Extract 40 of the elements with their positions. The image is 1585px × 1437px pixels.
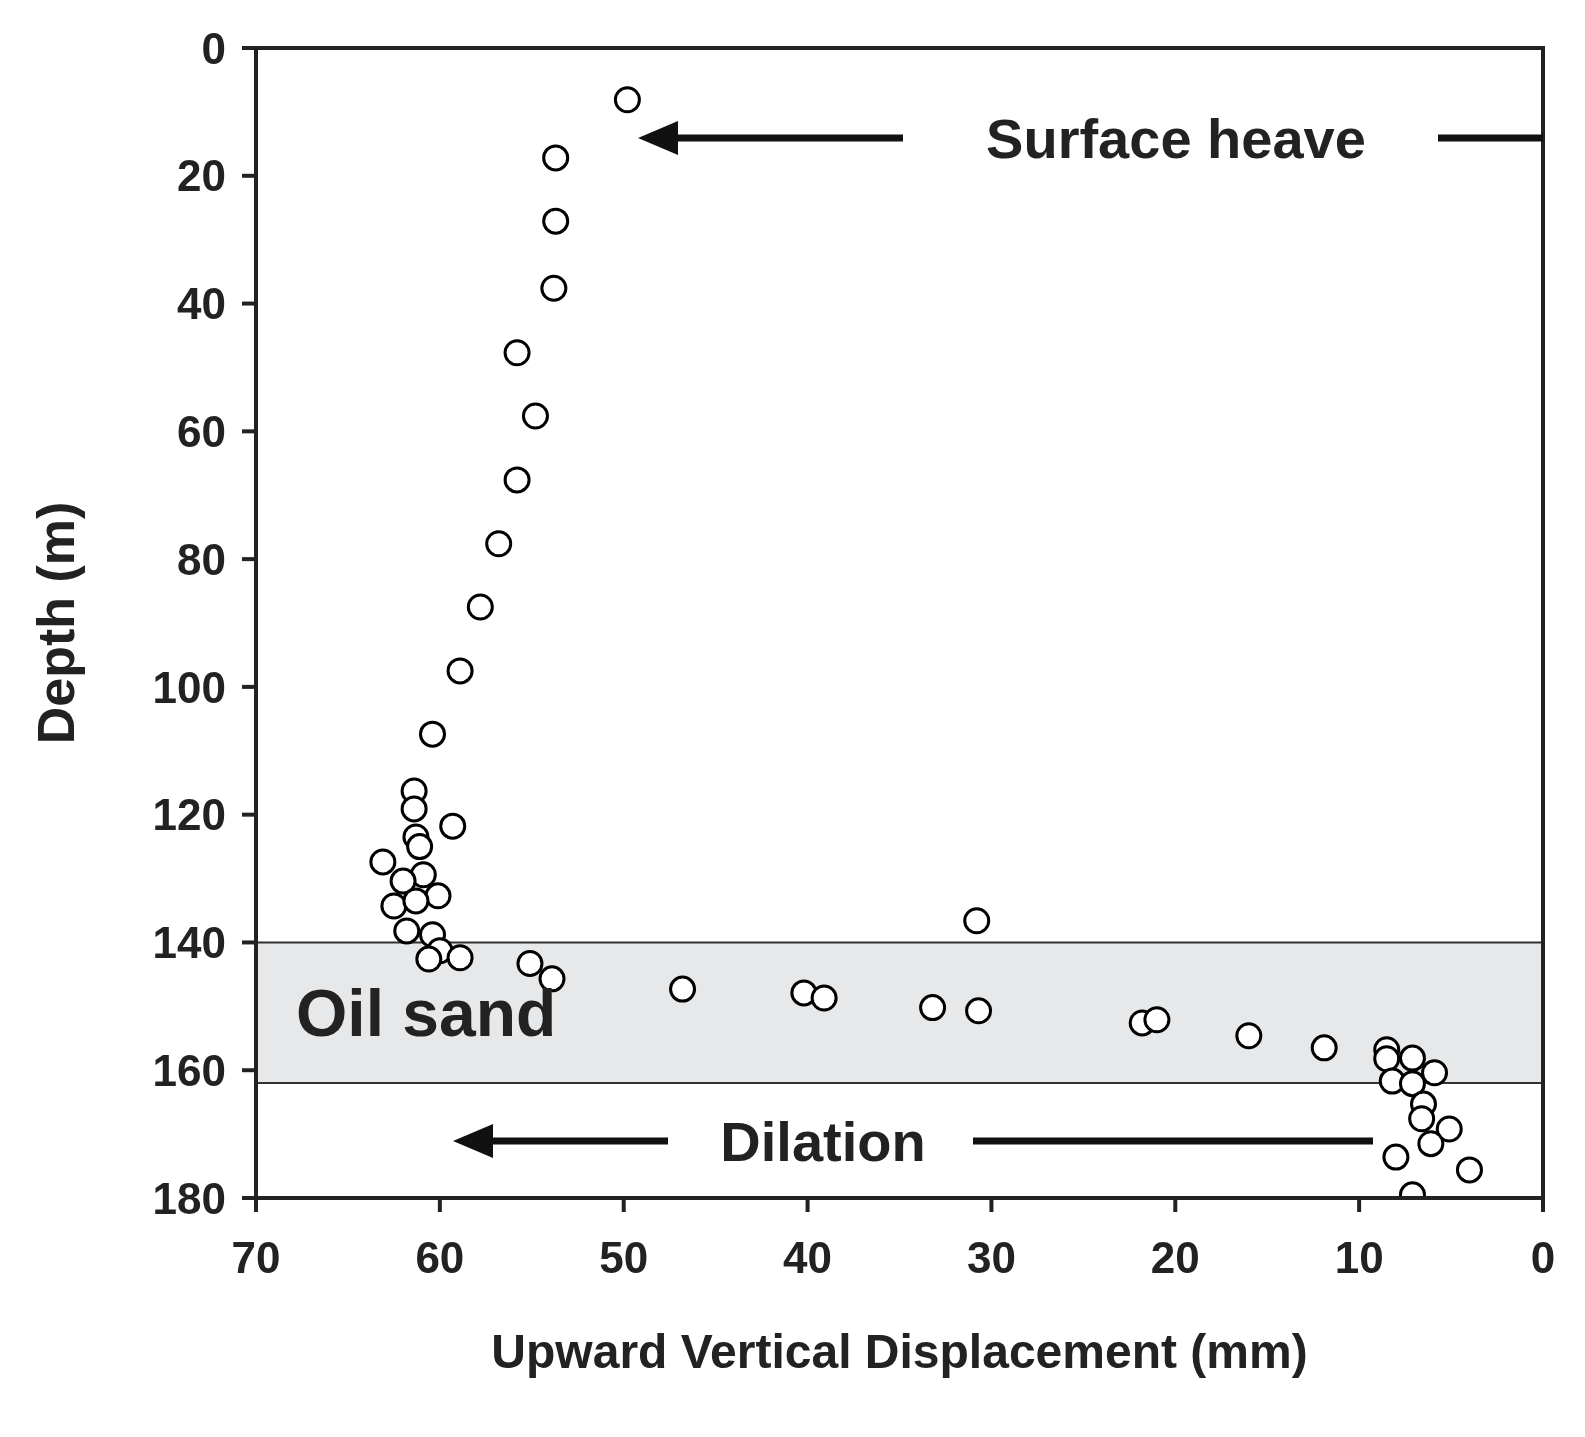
annotation: Surface heave bbox=[986, 106, 1366, 170]
y-tick-label: 140 bbox=[152, 918, 226, 968]
y-tick-label: 100 bbox=[152, 662, 226, 712]
point bbox=[919, 994, 947, 1022]
point bbox=[446, 944, 474, 972]
y-tick-label: 0 bbox=[201, 23, 226, 73]
point bbox=[1421, 1059, 1449, 1087]
y-tick-label: 20 bbox=[177, 151, 226, 201]
y-tick-label: 180 bbox=[152, 1173, 226, 1223]
y-tick-label: 160 bbox=[152, 1045, 226, 1095]
point bbox=[1398, 1070, 1426, 1098]
point bbox=[406, 833, 434, 861]
point bbox=[669, 975, 697, 1003]
x-axis-title: Upward Vertical Displacement (mm) bbox=[491, 1325, 1308, 1378]
y-axis-title: Depth (m) bbox=[27, 501, 86, 745]
point bbox=[516, 950, 544, 978]
annotation: Dilation bbox=[720, 1109, 926, 1173]
x-tick-label: 20 bbox=[1150, 1233, 1200, 1283]
x-tick-label: 60 bbox=[415, 1233, 465, 1283]
band-label: Oil sand bbox=[296, 976, 557, 1051]
point bbox=[1310, 1034, 1338, 1062]
point bbox=[1143, 1006, 1171, 1034]
y-tick-label: 40 bbox=[177, 279, 226, 329]
x-tick-label: 70 bbox=[231, 1233, 281, 1283]
x-tick-label: 50 bbox=[599, 1233, 649, 1283]
point bbox=[1408, 1105, 1436, 1133]
x-tick-label: 10 bbox=[1334, 1233, 1384, 1283]
point bbox=[1235, 1022, 1263, 1050]
point bbox=[1373, 1045, 1401, 1073]
y-tick-label: 80 bbox=[177, 534, 226, 584]
x-tick-label: 0 bbox=[1530, 1233, 1556, 1283]
point bbox=[1398, 1044, 1426, 1072]
point bbox=[965, 997, 993, 1025]
x-tick-label: 30 bbox=[966, 1233, 1016, 1283]
x-tick-label: 40 bbox=[783, 1233, 833, 1283]
y-tick-label: 60 bbox=[177, 406, 226, 456]
point bbox=[400, 795, 428, 823]
y-tick-label: 120 bbox=[152, 790, 226, 840]
point bbox=[810, 984, 838, 1012]
point bbox=[415, 945, 443, 973]
